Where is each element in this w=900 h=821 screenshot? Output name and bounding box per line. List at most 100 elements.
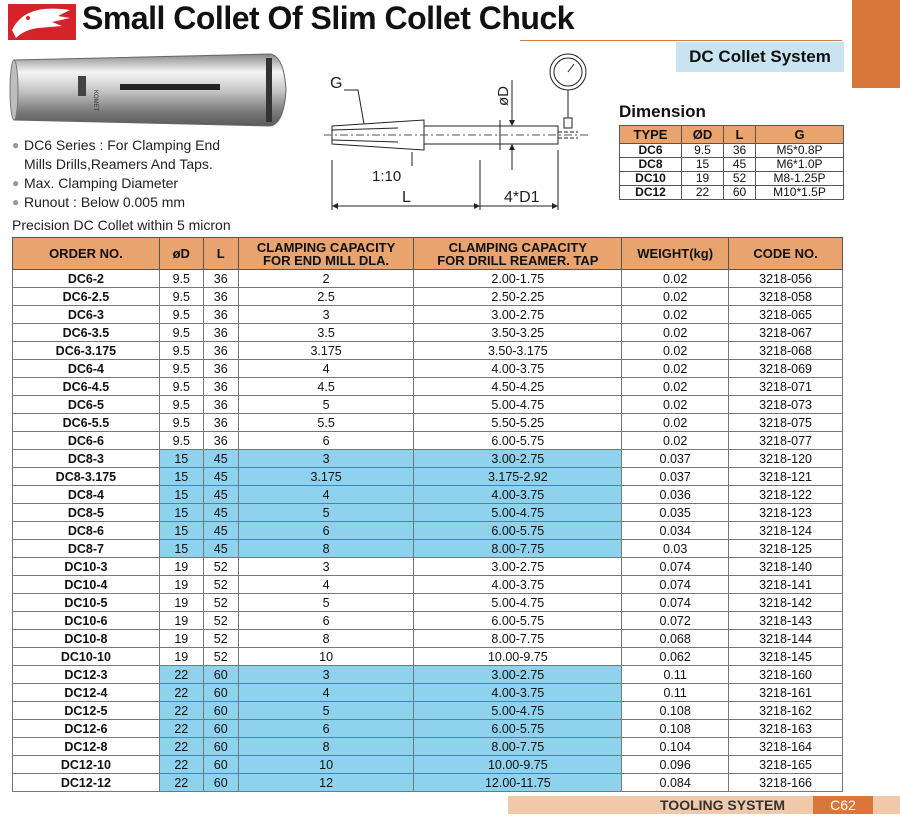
diameter-cell: 15 [158,467,204,486]
weight-cell: 0.02 [621,377,730,396]
table-row: DC6-2 9.5 36 2 2.00-1.75 0.02 3218-056 [12,269,843,288]
dimension-row: DC12 22 60 M10*1.5P [619,185,844,200]
table-row: DC8-3 15 45 3 3.00-2.75 0.037 3218-120 [12,449,843,468]
column-header-diameter: øD [158,237,204,270]
end-mill-capacity-cell: 5 [237,593,415,612]
end-mill-capacity-cell: 5 [237,701,415,720]
diameter-cell: 22 [158,773,204,792]
table-row: DC8-6 15 45 6 6.00-5.75 0.034 3218-124 [12,521,843,540]
type-cell: DC10 [619,171,682,186]
code-no-cell: 3218-120 [728,449,843,468]
table-row: DC6-4.5 9.5 36 4.5 4.50-4.25 0.02 3218-071 [12,377,843,396]
diameter-cell: 9.5 [158,431,204,450]
order-no-cell: DC6-5 [12,395,160,414]
page-title: Small Collet Of Slim Collet Chuck [82,0,575,36]
weight-cell: 0.02 [621,413,730,432]
drill-capacity-cell: 6.00-5.75 [413,431,623,450]
length-cell: 60 [202,701,239,720]
diameter-cell: 22 [681,185,724,200]
svg-text:G: G [330,75,342,92]
weight-cell: 0.02 [621,341,730,360]
code-no-cell: 3218-143 [728,611,843,630]
drill-capacity-cell: 5.00-4.75 [413,395,623,414]
code-no-cell: 3218-163 [728,719,843,738]
svg-text:1:10: 1:10 [372,168,401,185]
diameter-cell: 9.5 [158,359,204,378]
end-mill-capacity-cell: 2.5 [237,287,415,306]
end-mill-capacity-cell: 8 [237,539,415,558]
diameter-cell: 19 [158,647,204,666]
feature-item: ● Runout : Below 0.005 mm [12,194,186,210]
system-tag: DC Collet System [676,42,844,72]
diameter-cell: 15 [158,449,204,468]
length-cell: 60 [202,773,239,792]
length-cell: 45 [723,157,756,172]
code-no-cell: 3218-123 [728,503,843,522]
table-row: DC10-3 19 52 3 3.00-2.75 0.074 3218-140 [12,557,843,576]
table-row: DC6-5 9.5 36 5 5.00-4.75 0.02 3218-073 [12,395,843,414]
diameter-cell: 15 [158,485,204,504]
length-cell: 45 [202,467,239,486]
order-no-cell: DC10-8 [12,629,160,648]
order-no-cell: DC6-3.5 [12,323,160,342]
weight-cell: 0.02 [621,395,730,414]
column-header: ØD [681,125,724,144]
type-cell: DC8 [619,157,682,172]
length-cell: 36 [202,413,239,432]
drill-capacity-cell: 3.50-3.175 [413,341,623,360]
order-no-cell: DC8-3 [12,449,160,468]
table-row: DC6-6 9.5 36 6 6.00-5.75 0.02 3218-077 [12,431,843,450]
diameter-cell: 9.5 [158,413,204,432]
drill-capacity-cell: 10.00-9.75 [413,755,623,774]
order-no-cell: DC12-6 [12,719,160,738]
column-header-end-mill-capacity: CLAMPING CAPACITY FOR END MILL DLA. [237,237,415,270]
order-no-cell: DC8-4 [12,485,160,504]
length-cell: 36 [723,143,756,158]
footer-section-label: TOOLING SYSTEM [660,797,785,813]
order-no-cell: DC12-10 [12,755,160,774]
footer-bar [508,796,900,814]
code-no-cell: 3218-164 [728,737,843,756]
code-no-cell: 3218-069 [728,359,843,378]
end-mill-capacity-cell: 3 [237,557,415,576]
diameter-cell: 9.5 [158,395,204,414]
order-no-cell: DC10-10 [12,647,160,666]
length-cell: 36 [202,431,239,450]
end-mill-capacity-cell: 5 [237,395,415,414]
svg-text:øD: øD [495,86,512,106]
diameter-cell: 15 [158,503,204,522]
column-header: L [723,125,756,144]
length-cell: 36 [202,359,239,378]
weight-cell: 0.03 [621,539,730,558]
drill-capacity-cell: 2.00-1.75 [413,269,623,288]
weight-cell: 0.108 [621,701,730,720]
drill-capacity-cell: 4.00-3.75 [413,683,623,702]
order-no-cell: DC12-4 [12,683,160,702]
order-no-cell: DC10-5 [12,593,160,612]
length-cell: 52 [723,171,756,186]
drill-capacity-cell: 10.00-9.75 [413,647,623,666]
end-mill-capacity-cell: 3.175 [237,467,415,486]
code-no-cell: 3218-160 [728,665,843,684]
drill-capacity-cell: 6.00-5.75 [413,719,623,738]
table-row: DC8-4 15 45 4 4.00-3.75 0.036 3218-122 [12,485,843,504]
diameter-cell: 9.5 [158,377,204,396]
code-no-cell: 3218-077 [728,431,843,450]
drill-capacity-cell: 5.00-4.75 [413,701,623,720]
order-no-cell: DC8-7 [12,539,160,558]
collet-order-table: ORDER NO. øD L CLAMPING CAPACITY FOR END… [12,237,843,792]
weight-cell: 0.037 [621,467,730,486]
order-no-cell: DC6-2 [12,269,160,288]
length-cell: 36 [202,269,239,288]
page-number: C62 [813,796,873,814]
order-no-cell: DC6-6 [12,431,160,450]
diameter-cell: 15 [158,521,204,540]
dimension-table: TYPE ØD L G DC6 9.5 36 M5*0.8P DC8 15 45 M6*1.0… [619,125,844,200]
length-cell: 45 [202,503,239,522]
length-cell: 45 [202,449,239,468]
weight-cell: 0.074 [621,557,730,576]
end-mill-capacity-cell: 2 [237,269,415,288]
drill-capacity-cell: 3.00-2.75 [413,305,623,324]
code-no-cell: 3218-124 [728,521,843,540]
weight-cell: 0.062 [621,647,730,666]
